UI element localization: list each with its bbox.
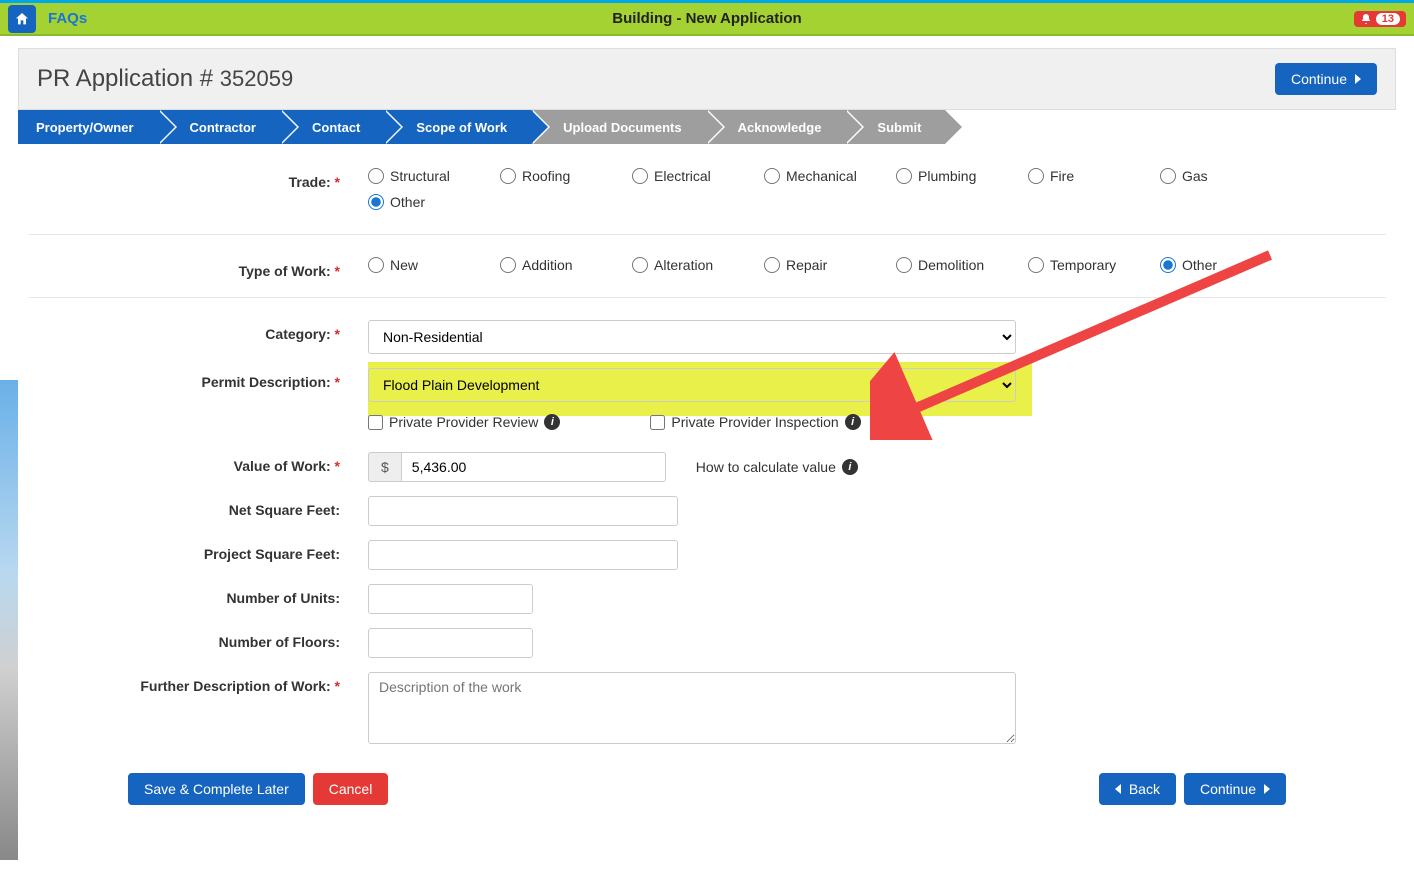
permit-highlight: Flood Plain Development <box>368 362 1032 416</box>
further-description-label: Further Description of Work: * <box>28 672 368 694</box>
type-of-work-label: Type of Work: * <box>28 257 368 279</box>
title-prefix: PR Application # <box>37 65 220 92</box>
number-of-floors-input[interactable] <box>368 628 533 658</box>
trade-option-gas[interactable]: Gas <box>1160 168 1292 184</box>
wizard-nav: Property/Owner Contractor Contact Scope … <box>18 110 1396 144</box>
page-title: PR Application # 352059 <box>37 65 293 93</box>
info-icon[interactable]: i <box>845 414 861 430</box>
cancel-button[interactable]: Cancel <box>313 773 389 805</box>
how-to-calculate-link[interactable]: How to calculate value i <box>696 459 858 475</box>
wizard-step-upload-documents[interactable]: Upload Documents <box>531 110 705 144</box>
wizard-step-property-owner[interactable]: Property/Owner <box>18 110 158 144</box>
type-option-other[interactable]: Other <box>1160 257 1292 273</box>
trade-option-plumbing[interactable]: Plumbing <box>896 168 1028 184</box>
category-select[interactable]: Non-Residential <box>368 320 1016 354</box>
further-description-textarea[interactable] <box>368 672 1016 744</box>
application-number: 352059 <box>220 66 293 91</box>
background-decoration <box>0 380 18 860</box>
type-option-alteration[interactable]: Alteration <box>632 257 764 273</box>
trade-option-other[interactable]: Other <box>368 194 500 210</box>
category-label: Category: * <box>28 320 368 342</box>
page-header: PR Application # 352059 Continue <box>18 48 1396 110</box>
project-sqft-label: Project Square Feet: <box>28 540 368 562</box>
trade-label: Trade: * <box>28 168 368 190</box>
value-of-work-label: Value of Work: * <box>28 452 368 474</box>
trade-option-roofing[interactable]: Roofing <box>500 168 632 184</box>
info-icon: i <box>842 459 858 475</box>
net-sqft-label: Net Square Feet: <box>28 496 368 518</box>
project-sqft-input[interactable] <box>368 540 678 570</box>
private-provider-inspection-checkbox[interactable]: Private Provider Inspection i <box>650 414 860 430</box>
permit-description-label: Permit Description: * <box>28 368 368 390</box>
home-icon <box>14 11 30 27</box>
type-option-demolition[interactable]: Demolition <box>896 257 1028 273</box>
trade-option-fire[interactable]: Fire <box>1028 168 1160 184</box>
type-radio-group: New Addition Alteration Repair Demolitio… <box>368 257 1386 283</box>
top-bar: FAQs Building - New Application 13 <box>0 0 1414 36</box>
currency-symbol: $ <box>368 452 401 482</box>
net-sqft-input[interactable] <box>368 496 678 526</box>
faqs-link[interactable]: FAQs <box>48 10 87 27</box>
home-button[interactable] <box>8 5 36 33</box>
trade-option-mechanical[interactable]: Mechanical <box>764 168 896 184</box>
private-provider-review-checkbox[interactable]: Private Provider Review i <box>368 414 560 430</box>
trade-radio-group: Structural Roofing Electrical Mechanical… <box>368 168 1386 220</box>
info-icon[interactable]: i <box>544 414 560 430</box>
permit-description-select[interactable]: Flood Plain Development <box>368 368 1016 402</box>
bell-icon <box>1360 13 1372 25</box>
type-option-addition[interactable]: Addition <box>500 257 632 273</box>
page-context-title: Building - New Application <box>612 10 801 27</box>
save-complete-later-button[interactable]: Save & Complete Later <box>128 773 305 805</box>
type-option-temporary[interactable]: Temporary <box>1028 257 1160 273</box>
continue-button-bottom[interactable]: Continue <box>1184 773 1286 805</box>
number-of-floors-label: Number of Floors: <box>28 628 368 650</box>
divider <box>28 297 1386 298</box>
trade-option-electrical[interactable]: Electrical <box>632 168 764 184</box>
number-of-units-label: Number of Units: <box>28 584 368 606</box>
notification-count: 13 <box>1376 13 1400 25</box>
back-button[interactable]: Back <box>1099 773 1176 805</box>
value-of-work-input[interactable] <box>401 452 666 482</box>
type-option-new[interactable]: New <box>368 257 500 273</box>
wizard-step-acknowledge[interactable]: Acknowledge <box>706 110 846 144</box>
wizard-step-scope-of-work[interactable]: Scope of Work <box>384 110 531 144</box>
type-option-repair[interactable]: Repair <box>764 257 896 273</box>
continue-button-top[interactable]: Continue <box>1275 63 1377 95</box>
divider <box>28 234 1386 235</box>
notification-badge[interactable]: 13 <box>1354 11 1406 27</box>
number-of-units-input[interactable] <box>368 584 533 614</box>
trade-option-structural[interactable]: Structural <box>368 168 500 184</box>
